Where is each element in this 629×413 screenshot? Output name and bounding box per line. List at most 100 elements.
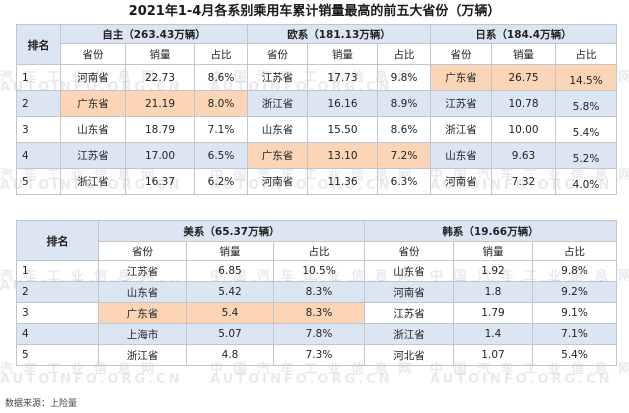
col-province: 省份	[364, 241, 454, 261]
share-cell: 8.6%	[194, 64, 248, 91]
share-cell: 6.3%	[377, 168, 431, 195]
province-cell: 山东省	[364, 260, 454, 282]
sales-cell: 16.37	[125, 168, 195, 195]
table-row: 2 山东省 5.42 8.3% 河南省 1.8 9.2%	[16, 281, 617, 303]
share-cell: 10.5%	[273, 260, 365, 282]
sales-cell: 21.19	[125, 90, 195, 117]
rank-cell: 3	[16, 116, 61, 143]
province-cell: 山东省	[98, 281, 187, 303]
share-cell: 8.3%	[273, 302, 365, 324]
share-cell: 9.1%	[532, 302, 617, 324]
col-province: 省份	[98, 241, 187, 261]
sales-cell: 17.00	[125, 142, 195, 169]
sales-cell: 10.78	[491, 90, 556, 117]
share-cell: 8.3%	[273, 281, 365, 303]
province-cell: 河北省	[364, 344, 454, 366]
province-cell: 河南省	[60, 64, 126, 91]
province-cell: 浙江省	[430, 116, 492, 143]
table-row: 3 广东省 5.4 8.3% 江苏省 1.79 9.1%	[16, 302, 617, 324]
rank-cell: 4	[16, 142, 61, 169]
share-cell: 8.9%	[377, 90, 431, 117]
col-sales: 销量	[307, 43, 378, 65]
table-row: 4 江苏省 17.00 6.5% 广东省 13.10 7.2% 山东省 9.63…	[16, 142, 617, 169]
province-cell: 广东省	[430, 64, 492, 91]
sales-table-domestic-eu-jp: 排名 自主（263.43万辆） 欧系（181.13万辆） 日系（184.4万辆）…	[16, 24, 617, 195]
sales-cell: 1.8	[453, 281, 533, 303]
share-cell: 7.1%	[532, 323, 617, 345]
province-cell: 河南省	[364, 281, 454, 303]
sales-cell: 26.75	[491, 64, 556, 91]
col-province: 省份	[247, 43, 308, 65]
province-cell: 浙江省	[98, 344, 187, 366]
sales-cell: 1.4	[453, 323, 533, 345]
sales-cell: 18.79	[125, 116, 195, 143]
table-row: 1 河南省 22.73 8.6% 江苏省 17.73 9.8% 广东省 26.7…	[16, 64, 617, 91]
sales-cell: 4.8	[186, 344, 274, 366]
province-cell: 广东省	[247, 142, 308, 169]
sales-cell: 9.63	[491, 142, 556, 169]
share-cell: 5.2%	[555, 142, 617, 169]
sales-cell: 1.07	[453, 344, 533, 366]
table-row: 5 浙江省 4.8 7.3% 河北省 1.07 5.4%	[16, 344, 617, 366]
watermark: AUTOINFO.ORG.CN	[210, 372, 393, 387]
table-row: 2 广东省 21.19 8.0% 浙江省 16.16 8.9% 江苏省 10.7…	[16, 90, 617, 117]
sales-cell: 5.4	[186, 302, 274, 324]
col-sales: 销量	[453, 241, 533, 261]
province-cell: 山东省	[60, 116, 126, 143]
sales-cell: 1.92	[453, 260, 533, 282]
col-share: 占比	[273, 241, 365, 261]
rank-header: 排名	[16, 24, 61, 65]
province-cell: 江苏省	[60, 142, 126, 169]
share-cell: 6.5%	[194, 142, 248, 169]
sales-table-us-kr: 排名 美系（65.37万辆） 韩系（19.66万辆） 省份 销量 占比 省份 销…	[16, 220, 617, 366]
sales-cell: 5.07	[186, 323, 274, 345]
province-cell: 浙江省	[247, 90, 308, 117]
province-cell: 江苏省	[247, 64, 308, 91]
sales-cell: 22.73	[125, 64, 195, 91]
rank-cell: 2	[16, 281, 99, 303]
page-title: 2021年1-4月各系别乘用车累计销量最高的前五大省份（万辆）	[128, 4, 501, 19]
col-province: 省份	[430, 43, 492, 65]
col-province: 省份	[60, 43, 126, 65]
share-cell: 9.2%	[532, 281, 617, 303]
sales-cell: 10.00	[491, 116, 556, 143]
sales-cell: 15.50	[307, 116, 378, 143]
share-cell: 8.0%	[194, 90, 248, 117]
data-source-note: 数据来源：上险量	[5, 399, 78, 409]
province-cell: 河南省	[430, 168, 492, 195]
table-row: 4 上海市 5.07 7.8% 浙江省 1.4 7.1%	[16, 323, 617, 345]
rank-cell: 3	[16, 302, 99, 324]
share-cell: 5.4%	[532, 344, 617, 366]
rank-cell: 2	[16, 90, 61, 117]
table-row: 3 山东省 18.79 7.1% 山东省 15.50 8.6% 浙江省 10.0…	[16, 116, 617, 143]
watermark: AUTOINFO.ORG.CN	[430, 372, 613, 387]
province-cell: 广东省	[60, 90, 126, 117]
table-row: 1 江苏省 6.85 10.5% 山东省 1.92 9.8%	[16, 260, 617, 282]
sales-cell: 13.10	[307, 142, 378, 169]
sales-cell: 16.16	[307, 90, 378, 117]
share-cell: 7.8%	[273, 323, 365, 345]
rank-cell: 1	[16, 64, 61, 91]
group-header-american: 美系（65.37万辆）	[98, 220, 365, 242]
group-header-korean: 韩系（19.66万辆）	[364, 220, 617, 242]
province-cell: 江苏省	[430, 90, 492, 117]
share-cell: 5.8%	[555, 90, 617, 117]
col-share: 占比	[532, 241, 617, 261]
province-cell: 江苏省	[98, 260, 187, 282]
col-sales: 销量	[125, 43, 195, 65]
rank-cell: 5	[16, 344, 99, 366]
watermark: AUTOINFO.ORG.CN	[0, 372, 183, 387]
table-row: 5 浙江省 16.37 6.2% 河南省 11.36 6.3% 河南省 7.32…	[16, 168, 617, 195]
group-header-european: 欧系（181.13万辆）	[247, 24, 431, 44]
col-share: 占比	[194, 43, 248, 65]
group-header-domestic: 自主（263.43万辆）	[60, 24, 248, 44]
sales-cell: 1.79	[453, 302, 533, 324]
sales-cell: 5.42	[186, 281, 274, 303]
share-cell: 7.3%	[273, 344, 365, 366]
sales-cell: 11.36	[307, 168, 378, 195]
share-cell: 7.2%	[377, 142, 431, 169]
sales-cell: 6.85	[186, 260, 274, 282]
rank-cell: 4	[16, 323, 99, 345]
sales-cell: 17.73	[307, 64, 378, 91]
province-cell: 浙江省	[60, 168, 126, 195]
